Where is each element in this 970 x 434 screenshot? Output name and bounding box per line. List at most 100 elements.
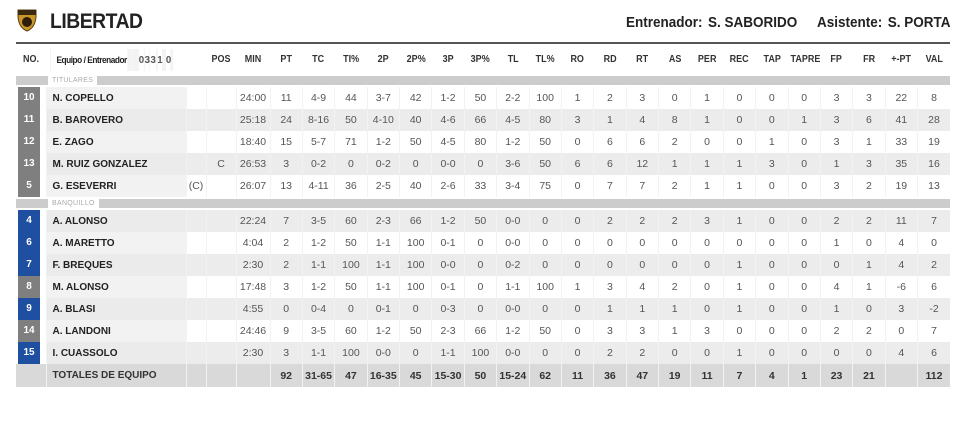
- column-header-ro[interactable]: RO: [570, 53, 585, 65]
- column-header-as[interactable]: AS: [668, 53, 681, 65]
- player-name[interactable]: M. RUIZ GONZALEZ: [45, 153, 186, 175]
- player-name[interactable]: I. CUASSOLO: [45, 342, 186, 364]
- stat-tapre: 0: [787, 153, 821, 175]
- column-header-tc[interactable]: TC: [312, 53, 325, 65]
- player-row[interactable]: 15 I. CUASSOLO 2:30 3 1-1 100 0-0 0 1-1 100 0-0 0 0 2…: [16, 342, 950, 364]
- player-row[interactable]: 10 N. COPELLO 24:00 11 4-9 44 3-7 42 1-2 50 2-2 100…: [16, 87, 950, 109]
- stat-pt: 92: [269, 364, 303, 387]
- stat-rt: 0: [625, 254, 659, 276]
- stat-2p-: 50: [398, 131, 432, 153]
- column-header-rt[interactable]: RT: [636, 53, 649, 65]
- player-row[interactable]: 8 M. ALONSO 17:48 3 1-2 50 1-1 100 0-1 0 1-1 100 1 3 4…: [16, 276, 950, 298]
- column-header-2p-[interactable]: 2P%: [406, 53, 426, 65]
- column-header-no-[interactable]: NO.: [22, 53, 40, 65]
- stat-as: 0: [657, 342, 691, 364]
- column-header-pt[interactable]: PT: [280, 53, 292, 65]
- column-header-3p[interactable]: 3P: [442, 53, 454, 65]
- section-bar-right: [97, 76, 950, 85]
- stat-as: 2: [657, 276, 691, 298]
- column-header-3p-[interactable]: 3P%: [470, 53, 490, 65]
- player-row[interactable]: 12 E. ZAGO 18:40 15 5-7 71 1-2 50 4-5 80 1-2 50 0 6 6 2…: [16, 131, 950, 153]
- captain-mark: [185, 210, 206, 232]
- player-name[interactable]: A. BLASI: [45, 298, 186, 320]
- stat-rec: 0: [722, 232, 756, 254]
- column-header-pos[interactable]: POS: [211, 53, 231, 65]
- player-name[interactable]: B. BAROVERO: [45, 109, 186, 131]
- stat-3p: 2-6: [431, 175, 465, 197]
- player-row[interactable]: 13 M. RUIZ GONZALEZ C 26:53 3 0-2 0 0-2 0 0-0 0 3-6…: [16, 153, 950, 175]
- player-row[interactable]: 6 A. MARETTO 4:04 2 1-2 50 1-1 100 0-1 0 0-0 0 0 0 0 0 0…: [16, 232, 950, 254]
- stat-3p-: 50: [463, 364, 497, 387]
- stat-3p: 0-1: [431, 232, 465, 254]
- stat-tap: 0: [755, 298, 788, 320]
- stat-per: 0: [690, 342, 724, 364]
- stat-val: 8: [917, 87, 950, 109]
- jersey-badge: 9: [18, 298, 40, 320]
- stat--pt: 0: [884, 320, 918, 342]
- stat-min: 2:30: [235, 254, 270, 276]
- column-header-per[interactable]: PER: [697, 53, 717, 65]
- jersey-number: 15: [16, 342, 46, 364]
- player-name[interactable]: N. COPELLO: [45, 87, 186, 109]
- stat-pt: 15: [269, 131, 303, 153]
- player-name[interactable]: E. ZAGO: [45, 131, 186, 153]
- stat-ro: 0: [137, 49, 144, 71]
- stat-3p: 1-2: [431, 210, 465, 232]
- player-name[interactable]: G. ESEVERRI: [45, 175, 186, 197]
- stat-rt: 3: [625, 320, 659, 342]
- column-header-fr[interactable]: FR: [862, 53, 875, 65]
- column-header-ti-[interactable]: TI%: [342, 53, 359, 65]
- column-header-min[interactable]: MIN: [244, 53, 262, 65]
- stat-rec: 0: [722, 109, 756, 131]
- player-row[interactable]: 5 G. ESEVERRI (C) 26:07 13 4-11 36 2-5 40 2-6 33 3-…: [16, 175, 950, 197]
- stat-2p: 1-1: [366, 276, 400, 298]
- player-row[interactable]: 11 B. BAROVERO 25:18 24 8-16 50 4-10 40 4-6 66 4-5…: [16, 109, 950, 131]
- player-name[interactable]: A. ALONSO: [45, 210, 186, 232]
- column-header-captain[interactable]: [187, 43, 205, 74]
- player-name[interactable]: M. ALONSO: [45, 276, 186, 298]
- stat-min: 24:46: [235, 320, 270, 342]
- column-header-2p[interactable]: 2P: [377, 53, 389, 65]
- column-header-rec[interactable]: REC: [729, 53, 749, 65]
- stat-tap: 0: [755, 109, 788, 131]
- stat-tl-: 0: [528, 298, 562, 320]
- stat-tc: [130, 49, 132, 71]
- column-header-tapre[interactable]: TAPRE: [790, 53, 821, 65]
- player-row[interactable]: 14 A. LANDONI 24:46 9 3-5 60 1-2 50 2-3 66 1-2 50 0 3…: [16, 320, 950, 342]
- jersey-number: 4: [16, 210, 46, 232]
- stat-min: 4:04: [235, 232, 270, 254]
- player-name[interactable]: A. LANDONI: [45, 320, 186, 342]
- player-row[interactable]: 9 A. BLASI 4:55 0 0-4 0 0-1 0 0-3 0 0-0 0 0 1 1 1 0 1 0 0 1 0…: [16, 298, 950, 320]
- player-name[interactable]: A. MARETTO: [45, 232, 186, 254]
- player-name[interactable]: F. BREQUES: [45, 254, 186, 276]
- column-header-fp[interactable]: FP: [830, 53, 843, 65]
- column-header-val[interactable]: VAL: [925, 53, 943, 65]
- stat-pt: 7: [269, 210, 303, 232]
- stat-per: 0: [690, 276, 724, 298]
- captain-mark: [185, 276, 206, 298]
- column-header-tl[interactable]: TL: [507, 53, 519, 65]
- stat-2p-: 0: [398, 298, 432, 320]
- stat-2p-: 100: [398, 276, 432, 298]
- column-header-rd[interactable]: RD: [603, 53, 617, 65]
- column-header-tl-[interactable]: TL%: [535, 53, 555, 65]
- box-score-table: NO.JUGADORPOSMINPTTCTI%2P2P%3P3P%TLTL%RO…: [16, 42, 950, 387]
- column-header--pt[interactable]: +-PT: [891, 53, 912, 65]
- stat-tap: 1: [755, 131, 788, 153]
- section-divider: BANQUILLO: [16, 199, 950, 208]
- stat-tl-: 50: [528, 153, 562, 175]
- stat-2p: 3-7: [366, 87, 400, 109]
- column-header-tap[interactable]: TAP: [763, 53, 781, 65]
- stat-tc: 1-2: [301, 232, 335, 254]
- player-row[interactable]: 7 F. BREQUES 2:30 2 1-1 100 1-1 100 0-0 0 0-2 0 0 0 0 0…: [16, 254, 950, 276]
- stat-rt: 7: [625, 175, 659, 197]
- position: [205, 175, 236, 197]
- jersey-badge: 13: [18, 153, 40, 175]
- stat-3p-: 50: [463, 87, 497, 109]
- team-coach-row[interactable]: Equipo / Entrenador 0 3 3 1 0: [50, 49, 174, 71]
- captain-mark: [185, 87, 206, 109]
- team-totals-row[interactable]: TOTALES DE EQUIPO 92 31-65 47 16-35 45 15-30 50…: [16, 364, 950, 387]
- player-row[interactable]: 4 A. ALONSO 22:24 7 3-5 60 2-3 66 1-2 50 0-0 0 0 2 2 2 3…: [16, 210, 950, 232]
- stat-per: 0: [690, 232, 724, 254]
- captain-mark: (C): [185, 175, 206, 197]
